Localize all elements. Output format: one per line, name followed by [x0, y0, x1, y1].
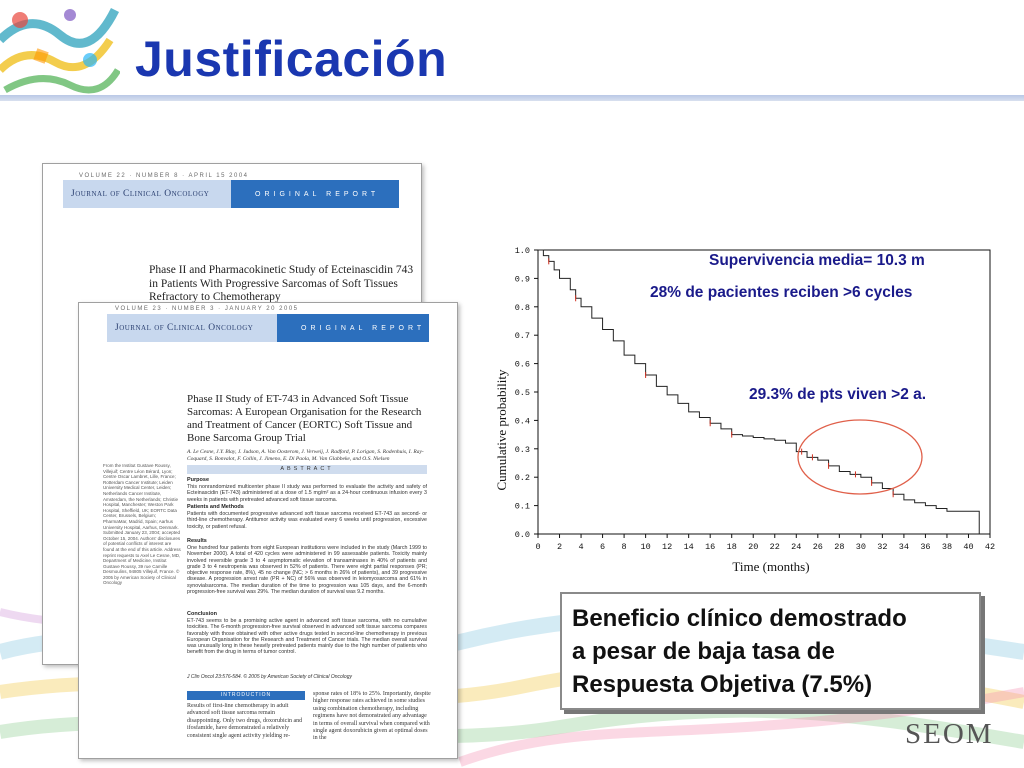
- y-tick-label: 0.6: [515, 360, 530, 370]
- x-tick-label: 4: [578, 542, 583, 552]
- x-tick-label: 14: [684, 542, 694, 552]
- conclusion-text: ET-743 seems to be a promising active ag…: [187, 618, 427, 668]
- y-tick-label: 0.2: [515, 473, 530, 483]
- journal-article-front: VOLUME 23 · NUMBER 3 · JANUARY 20 2005 J…: [78, 302, 458, 759]
- x-tick-label: 28: [834, 542, 844, 552]
- introduction-column-1: Results of first-line chemotherapy in ad…: [187, 703, 305, 755]
- seom-logo: SEOM: [905, 718, 994, 751]
- y-tick-label: 0.0: [515, 530, 530, 540]
- results-text: One hundred four patients from eight Eur…: [187, 545, 427, 609]
- cycles-annotation: 28% de pacientes reciben >6 cycles: [650, 284, 912, 302]
- y-tick-label: 0.9: [515, 274, 530, 284]
- x-tick-label: 36: [920, 542, 930, 552]
- callout-line: Respuesta Objetiva (7.5%): [572, 668, 969, 701]
- volume-line: VOLUME 22 · NUMBER 8 · APRIL 15 2004: [79, 173, 249, 179]
- introduction-column-2: sponse rates of 18% to 25%. Importantly,…: [313, 691, 431, 755]
- methods-heading: Patients and Methods: [187, 504, 244, 510]
- x-tick-label: 18: [727, 542, 737, 552]
- x-tick-label: 22: [770, 542, 780, 552]
- title-line: in Patients With Progressive Sarcomas of…: [149, 278, 419, 292]
- citation: J Clin Oncol 23:576-584. © 2005 by Ameri…: [187, 674, 352, 680]
- x-tick-label: 8: [622, 542, 627, 552]
- x-tick-label: 0: [535, 542, 540, 552]
- affiliation-notes: From the Institut Gustave Roussy, Villej…: [103, 463, 181, 653]
- journal-name: Journal of Clinical Oncology: [63, 180, 231, 208]
- title-line: Phase II and Pharmacokinetic Study of Ec…: [149, 264, 419, 278]
- corner-mosaic-logo: [0, 0, 120, 95]
- y-tick-label: 0.8: [515, 303, 530, 313]
- x-tick-label: 2: [557, 542, 562, 552]
- conclusion-heading: Conclusion: [187, 611, 217, 617]
- x-tick-label: 30: [856, 542, 866, 552]
- paper-authors: A. Le Cesne, J.Y. Blay, J. Judson, A. Va…: [187, 449, 425, 463]
- y-tick-label: 0.4: [515, 416, 530, 426]
- paper-title: Phase II Study of ET-743 in Advanced Sof…: [187, 393, 449, 445]
- purpose-heading: Purpose: [187, 477, 209, 483]
- x-tick-label: 12: [662, 542, 672, 552]
- report-label: ORIGINAL REPORT: [277, 314, 429, 342]
- paper-title: Phase II and Pharmacokinetic Study of Ec…: [149, 264, 419, 305]
- x-tick-label: 16: [705, 542, 715, 552]
- title-line: Bone Sarcoma Group Trial: [187, 432, 449, 445]
- x-tick-label: 24: [791, 542, 801, 552]
- x-tick-label: 26: [813, 542, 823, 552]
- introduction-label: INTRODUCTION: [187, 691, 305, 700]
- x-tick-label: 20: [748, 542, 758, 552]
- slide-title: Justificación: [135, 30, 447, 88]
- callout-line: Beneficio clínico demostrado: [572, 602, 969, 635]
- y-tick-label: 1.0: [515, 246, 530, 256]
- x-axis-label: Time (months): [732, 559, 809, 574]
- callout-line: a pesar de baja tasa de: [572, 635, 969, 668]
- median-survival-annotation: Supervivencia media= 10.3 m: [709, 252, 925, 270]
- y-tick-label: 0.1: [515, 502, 530, 512]
- methods-text: Patients with documented progressive adv…: [187, 511, 427, 530]
- purpose-text: This nonrandomized multicenter phase II …: [187, 484, 427, 503]
- y-tick-label: 0.7: [515, 331, 530, 341]
- x-tick-label: 10: [641, 542, 651, 552]
- x-tick-label: 6: [600, 542, 605, 552]
- x-tick-label: 32: [877, 542, 887, 552]
- x-tick-label: 42: [985, 542, 995, 552]
- clinical-benefit-callout: Beneficio clínico demostrado a pesar de …: [560, 592, 981, 710]
- results-heading: Results: [187, 538, 207, 544]
- header-rule: [0, 95, 1024, 101]
- x-tick-label: 40: [963, 542, 973, 552]
- y-axis-label: Cumulative probability: [494, 369, 509, 490]
- title-line: Phase II Study of ET-743 in Advanced Sof…: [187, 393, 449, 406]
- volume-line: VOLUME 23 · NUMBER 3 · JANUARY 20 2005: [115, 306, 299, 312]
- journal-name: Journal of Clinical Oncology: [107, 314, 277, 342]
- x-tick-label: 34: [899, 542, 909, 552]
- title-line: and Treatment of Cancer (EORTC) Soft Tis…: [187, 419, 449, 432]
- y-tick-label: 0.3: [515, 445, 530, 455]
- report-label: ORIGINAL REPORT: [231, 180, 399, 208]
- y-tick-label: 0.5: [515, 388, 530, 398]
- title-line: Sarcomas: A European Organisation for th…: [187, 406, 449, 419]
- x-tick-label: 38: [942, 542, 952, 552]
- abstract-label: ABSTRACT: [187, 465, 427, 474]
- two-year-survival-annotation: 29.3% de pts viven >2 a.: [749, 386, 926, 404]
